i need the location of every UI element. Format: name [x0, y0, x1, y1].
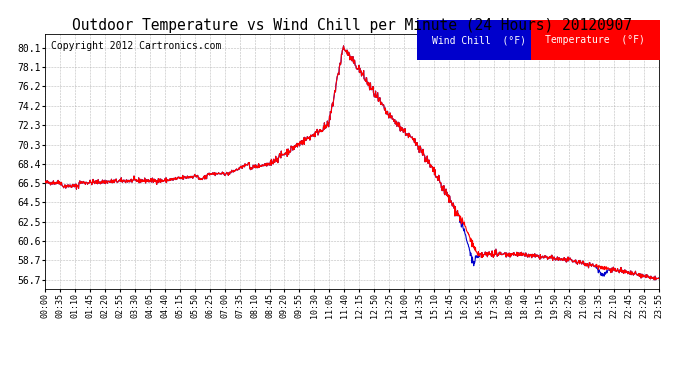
Text: Temperature  (°F): Temperature (°F) [545, 35, 645, 45]
Title: Outdoor Temperature vs Wind Chill per Minute (24 Hours) 20120907: Outdoor Temperature vs Wind Chill per Mi… [72, 18, 632, 33]
Text: Copyright 2012 Cartronics.com: Copyright 2012 Cartronics.com [51, 41, 221, 51]
Text: Wind Chill  (°F): Wind Chill (°F) [432, 35, 526, 45]
